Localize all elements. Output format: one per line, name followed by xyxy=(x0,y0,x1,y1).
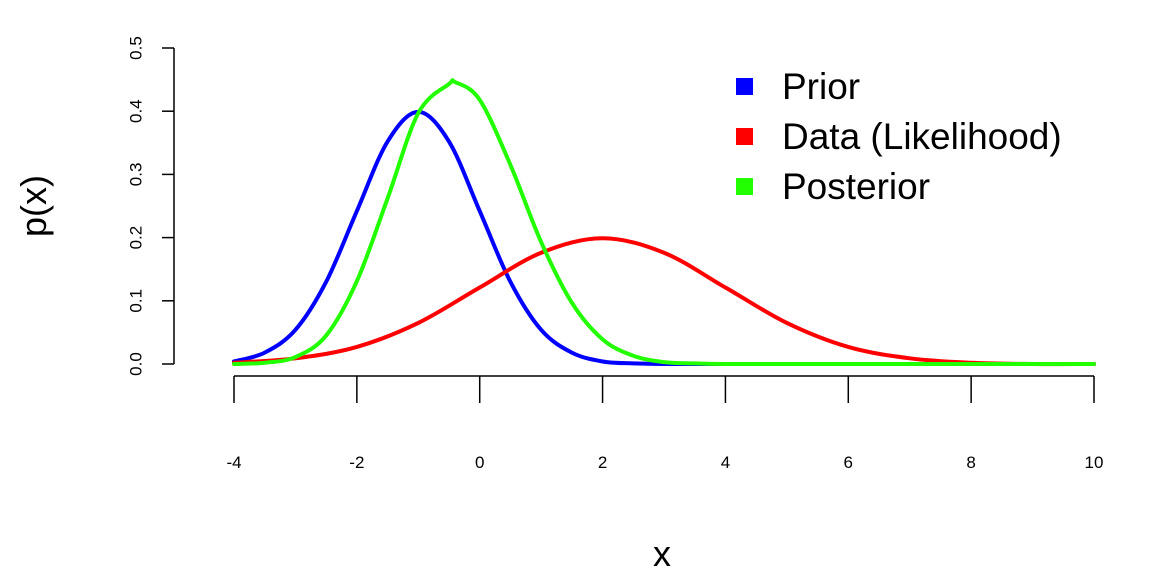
series-curves xyxy=(232,78,1096,367)
legend-swatch xyxy=(736,178,753,195)
y-ticks: 0.0 0.1 0.2 0.3 0.4 0.5 xyxy=(126,36,174,376)
y-tick-label: 0.3 xyxy=(126,163,145,187)
x-tick-label: 6 xyxy=(844,453,853,472)
x-tick-label: 0 xyxy=(475,453,484,472)
x-ticks: -4 -2 0 2 4 6 8 10 xyxy=(226,376,1103,472)
x-axis-title: x xyxy=(653,533,671,574)
y-tick-label: 0.4 xyxy=(126,99,145,123)
y-tick-label: 0.2 xyxy=(126,226,145,250)
legend: Prior Data (Likelihood) Posterior xyxy=(736,66,1062,207)
x-tick-label: -4 xyxy=(226,453,241,472)
legend-label: Posterior xyxy=(782,166,930,207)
x-tick-label: 10 xyxy=(1085,453,1104,472)
y-axis-title: p(x) xyxy=(13,175,54,237)
legend-label: Prior xyxy=(782,66,860,107)
series-line-data-likelihood xyxy=(232,236,1096,367)
y-tick-label: 0.1 xyxy=(126,289,145,313)
series-line-posterior xyxy=(232,78,1096,367)
legend-swatch xyxy=(736,128,753,145)
x-tick-label: -2 xyxy=(349,453,364,472)
legend-swatch xyxy=(736,78,753,95)
x-tick-label: 2 xyxy=(598,453,607,472)
y-tick-label: 0.0 xyxy=(126,352,145,376)
legend-label: Data (Likelihood) xyxy=(782,116,1062,157)
y-tick-label: 0.5 xyxy=(126,36,145,60)
x-tick-label: 8 xyxy=(966,453,975,472)
x-tick-label: 4 xyxy=(721,453,730,472)
